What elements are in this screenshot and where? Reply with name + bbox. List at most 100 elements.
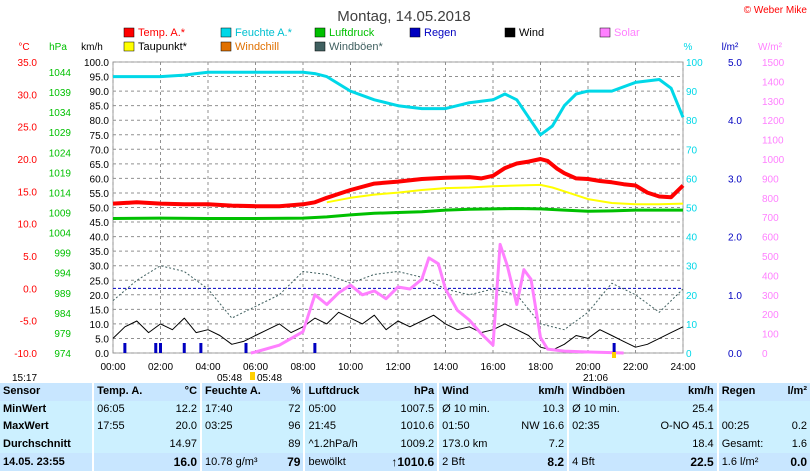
tick-label-wind: 95.0 (90, 73, 110, 84)
tick-label-wind: 15.0 (90, 305, 110, 316)
series-luftdruck (112, 207, 683, 220)
stats-cell: Gesamt: (716, 435, 779, 454)
legend-swatch (123, 27, 135, 38)
series-taupunkt (326, 183, 684, 206)
stats-row: MinWert 06:05 12.2 17:40 72 05:00 1007.5 Ø 10 m… (0, 400, 810, 419)
tick-label-solar: 1200 (762, 116, 785, 127)
annotation-sunrise-2: 05:48 (257, 373, 282, 383)
tick-label-pressure: 1019 (49, 168, 72, 179)
stats-cell: 1.6 l/m² (716, 453, 779, 471)
stats-cell: 20.0 (158, 418, 202, 436)
stats-cell: Ø 10 min. (437, 400, 507, 419)
annotation-time: 15:17 (12, 373, 37, 383)
x-tick-label: 24:00 (670, 362, 695, 373)
plot-series (112, 70, 685, 355)
tick-label-solar: 500 (762, 252, 779, 263)
stats-cell: 03:25 (200, 418, 280, 436)
stats-cell (778, 400, 810, 419)
tick-label-wind: 70.0 (90, 145, 110, 156)
axes: 35.0 30.0 25.0 20.0 15.0 10.0 5.0 0.0 -5.0 -10.0 1… (14, 42, 784, 373)
tick-label-solar: 700 (762, 213, 779, 224)
tick-label-wind: 90.0 (90, 87, 110, 98)
stats-cell: 22.5 (642, 453, 718, 471)
stats-cell: 16.0 (158, 453, 202, 471)
tick-label-pressure: 979 (54, 329, 71, 340)
sun-marker (612, 352, 616, 358)
unit-rain: l/m² (722, 42, 739, 53)
tick-label-pressure: 974 (54, 349, 71, 360)
stats-cell (200, 435, 280, 454)
stats-cell: 1.6 (778, 435, 810, 454)
stats-row: Durchschnitt 14.97 89 ^1.2hPa/h 1009.2 173.0 … (0, 435, 810, 454)
legend-label: Solar (614, 27, 640, 39)
stats-cell: Durchschnitt (0, 435, 94, 454)
chart-title: Montag, 14.05.2018 (337, 8, 470, 25)
unit-pressure: hPa (49, 42, 67, 53)
tick-label-wind: 35.0 (90, 247, 110, 258)
stats-cell: 05:00 (303, 400, 377, 419)
x-tick-label: 06:00 (243, 362, 268, 373)
tick-label-pressure: 984 (54, 309, 71, 320)
stats-cell: 06:05 (92, 400, 159, 419)
x-tick-label: 16:00 (480, 362, 505, 373)
tick-label-solar: 1000 (762, 155, 785, 166)
stats-cell: 7.2 (506, 435, 569, 454)
tick-label-pressure: 1004 (49, 229, 72, 240)
tick-label-wind: 40.0 (90, 233, 110, 244)
tick-label-pressure: 999 (54, 249, 71, 260)
stats-cell: ↑1010.6 (376, 453, 439, 471)
series-tempa (112, 157, 685, 209)
legend-label: Wind (519, 27, 544, 39)
tick-label-solar: 800 (762, 194, 779, 205)
tick-label-pressure: 1029 (49, 128, 72, 139)
x-tick-label: 04:00 (195, 362, 220, 373)
stats-cell: 12.2 (158, 400, 202, 419)
stats-cell: Wind (437, 383, 507, 401)
stats-cell: Ø 10 min. (567, 400, 643, 419)
stats-cell: Regen (716, 383, 779, 401)
copyright-label: © Weber Mike (744, 5, 808, 16)
sun-marker (250, 372, 255, 380)
tick-label-temp: 15.0 (18, 187, 38, 198)
series-solar (250, 242, 624, 355)
stats-cell: MaxWert (0, 418, 94, 436)
tick-label-humidity: 50 (686, 204, 698, 215)
stats-cell: 0.2 (778, 418, 810, 436)
tick-label-temp: 25.0 (18, 123, 38, 134)
annotation-sunset: 21:06 (583, 373, 608, 383)
tick-label-wind: 75.0 (90, 131, 110, 142)
tick-label-temp: 5.0 (23, 252, 37, 263)
tick-label-temp: 20.0 (18, 155, 38, 166)
stats-cell: 02:35 (567, 418, 643, 436)
rain-bar (612, 343, 616, 353)
stats-cell: % (279, 383, 305, 401)
tick-label-rain: 3.0 (728, 174, 742, 185)
stats-cell (92, 435, 159, 454)
stats-cell: 14.97 (158, 435, 202, 454)
weather-chart: Montag, 14.05.2018 © Weber Mike 35.0 30.0… (12, 5, 808, 383)
stats-cell: 25.4 (642, 400, 718, 419)
stats-cell: Temp. A. (92, 383, 159, 401)
tick-label-humidity: 20 (686, 291, 698, 302)
x-tick-label: 20:00 (575, 362, 600, 373)
series-windben (112, 265, 684, 331)
stats-cell: Sensor (0, 383, 94, 401)
tick-label-solar: 1500 (762, 58, 785, 69)
stats-cell: 173.0 km (437, 435, 507, 454)
tick-label-wind: 85.0 (90, 102, 110, 113)
tick-label-pressure: 1044 (49, 68, 72, 79)
rain-bar (199, 343, 203, 353)
stats-cell: l/m² (778, 383, 810, 401)
stats-row: 14.05. 23:55 16.0 10.78 g/m³ 79 bewölkt ↑1010… (0, 453, 810, 471)
stats-cell: Windböen (567, 383, 643, 401)
tick-label-wind: 0.0 (95, 349, 109, 360)
unit-temp: °C (18, 42, 29, 53)
tick-label-humidity: 60 (686, 174, 698, 185)
tick-label-humidity: 0 (686, 349, 692, 360)
stats-cell: 0.0 (778, 453, 810, 471)
tick-label-temp: -10.0 (14, 349, 37, 360)
tick-label-temp: 0.0 (23, 284, 37, 295)
tick-label-wind: 10.0 (90, 320, 110, 331)
tick-label-wind: 20.0 (90, 291, 110, 302)
stats-cell: Feuchte A. (200, 383, 280, 401)
